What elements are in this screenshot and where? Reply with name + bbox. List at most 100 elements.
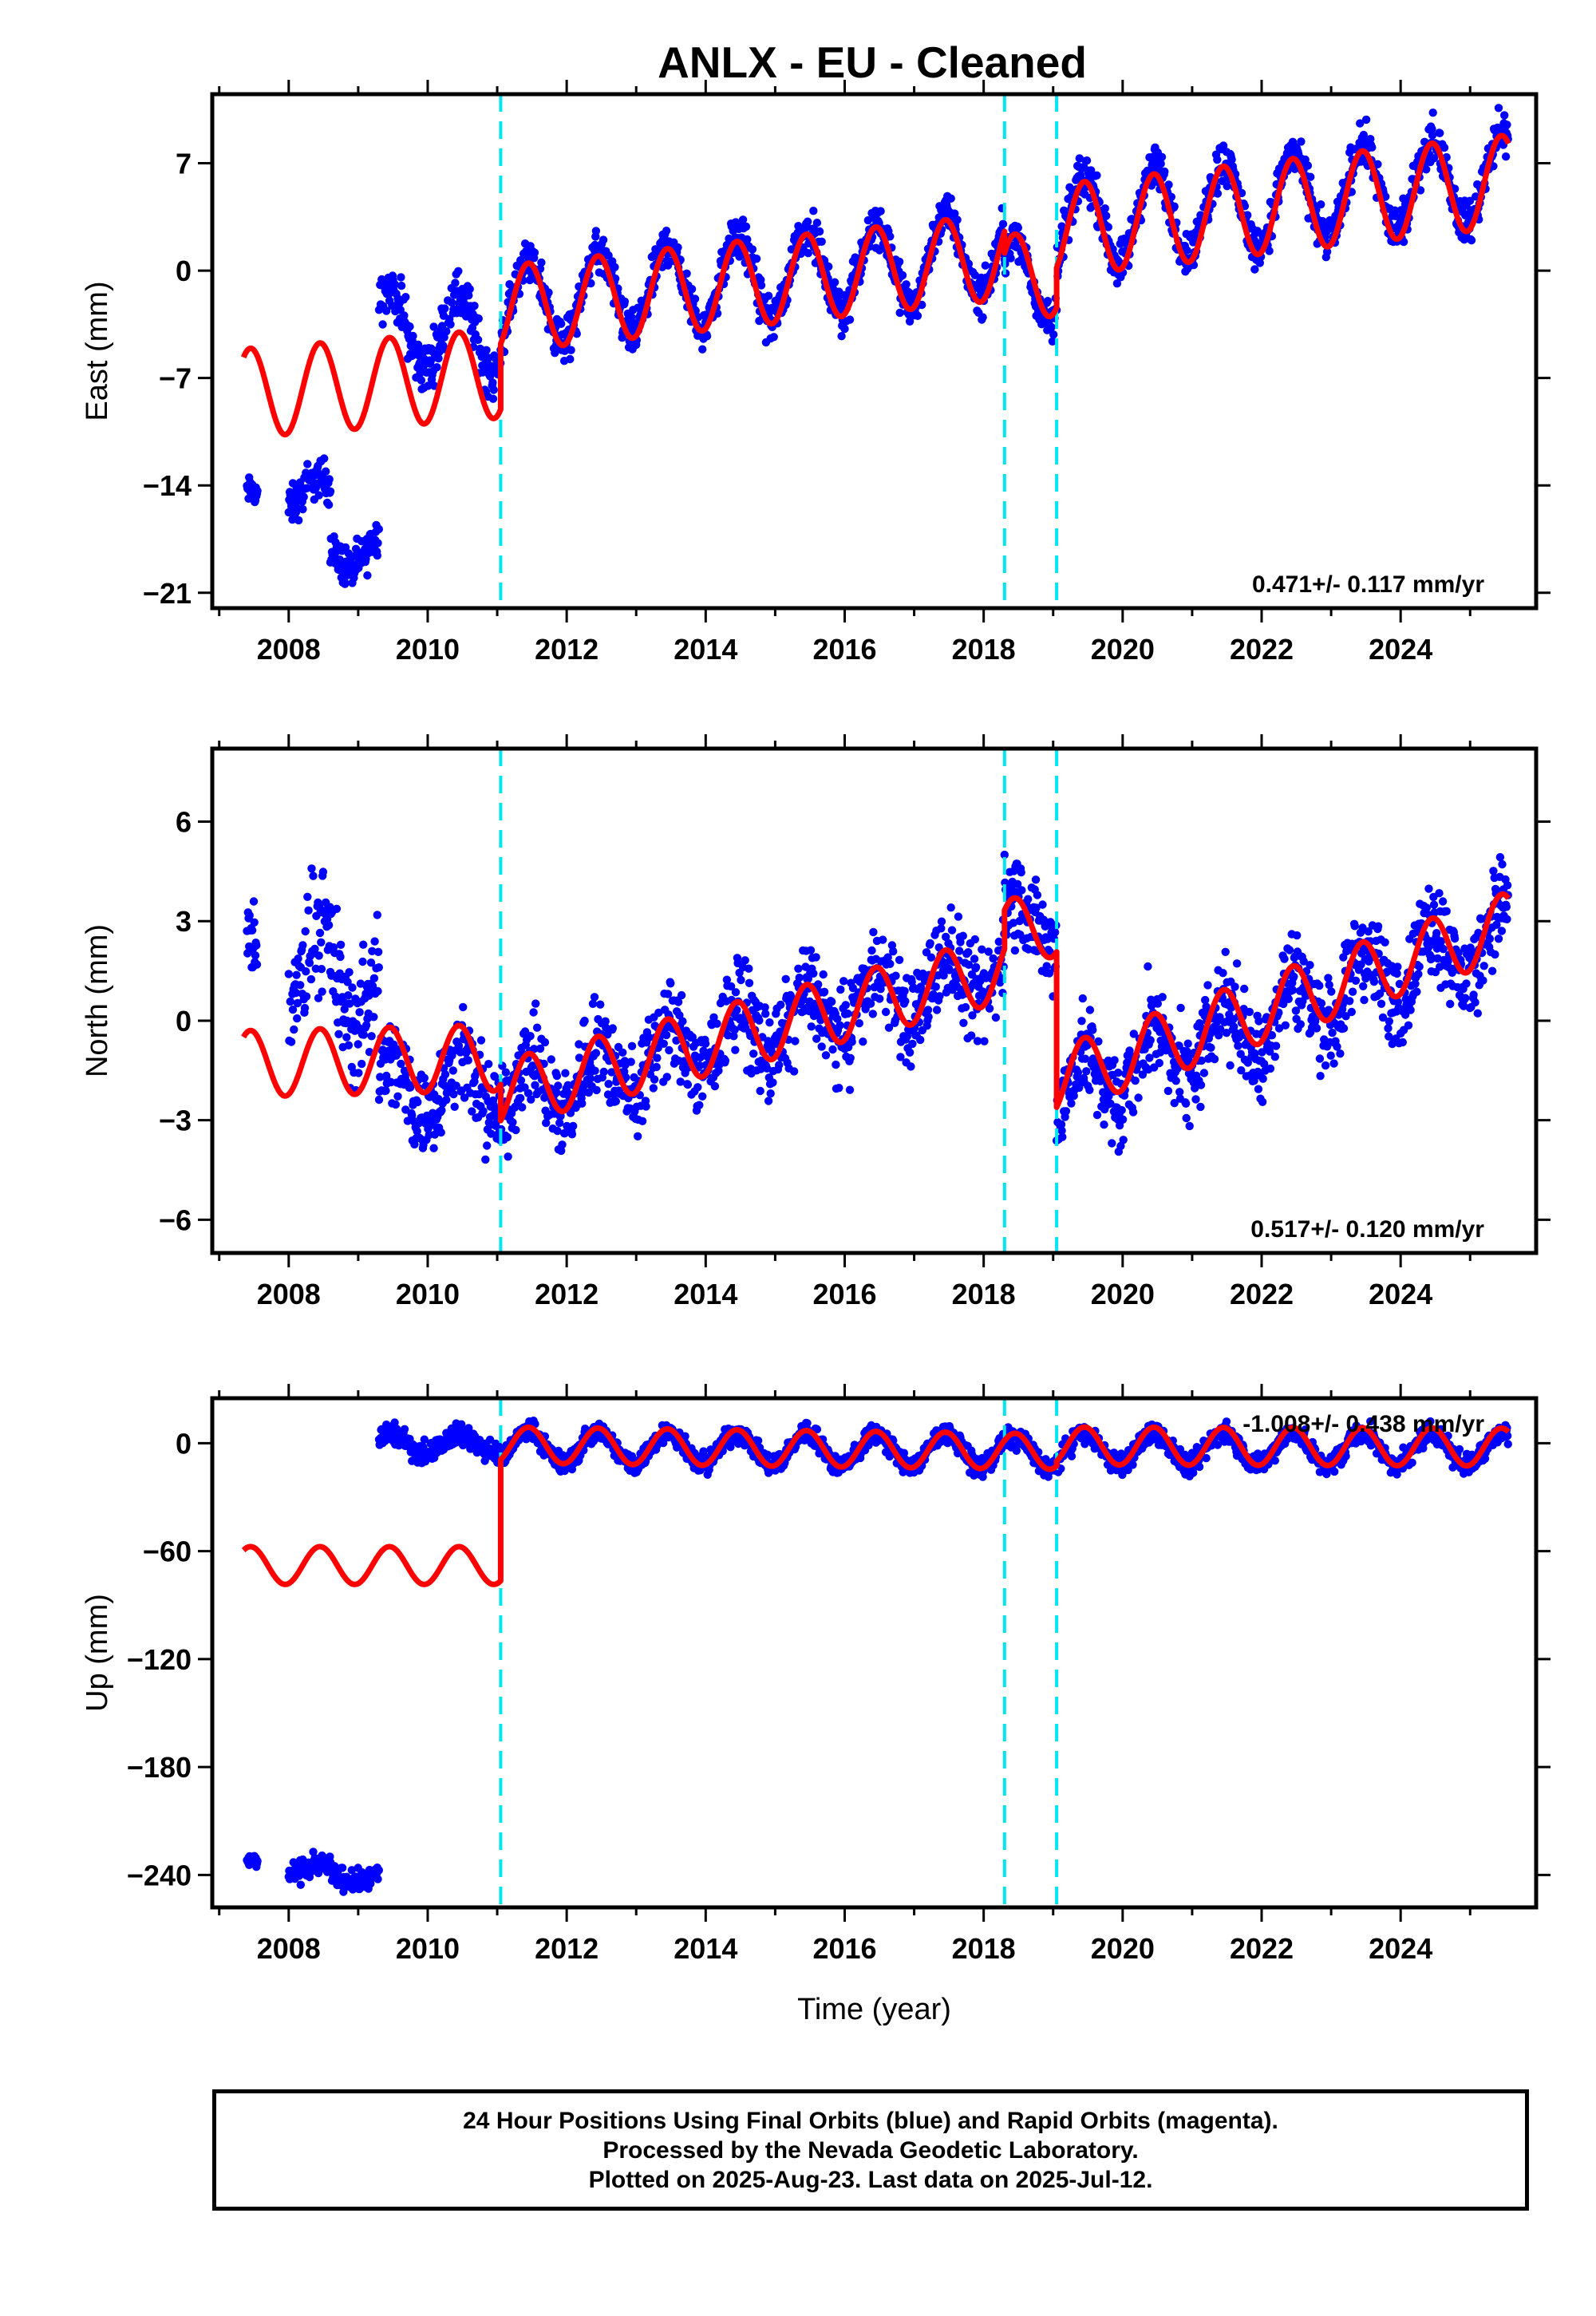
data-point xyxy=(1231,982,1239,991)
data-point xyxy=(1377,999,1386,1009)
data-point xyxy=(817,237,826,246)
data-point xyxy=(442,327,451,336)
data-point xyxy=(627,1041,637,1051)
data-point xyxy=(450,1102,459,1112)
data-point xyxy=(420,1073,429,1083)
data-point xyxy=(1345,997,1354,1006)
data-point xyxy=(286,997,294,1006)
data-point xyxy=(336,940,346,950)
data-point xyxy=(1047,322,1056,332)
data-point xyxy=(334,1030,343,1039)
data-point xyxy=(1432,929,1441,938)
data-point xyxy=(1128,1108,1138,1117)
data-point xyxy=(638,1117,647,1126)
data-point xyxy=(417,376,426,385)
data-point xyxy=(1049,330,1058,339)
data-point xyxy=(1110,1056,1119,1065)
data-point xyxy=(344,991,353,1000)
rate-label: 0.517+/- 0.120 mm/yr xyxy=(1250,1216,1484,1243)
data-point xyxy=(970,935,980,944)
data-point xyxy=(1348,987,1357,996)
data-point xyxy=(437,1128,445,1137)
data-point xyxy=(608,1024,617,1033)
data-point xyxy=(1347,1007,1357,1017)
data-point xyxy=(961,1002,970,1012)
data-point xyxy=(1329,1059,1338,1068)
data-point xyxy=(1436,128,1444,137)
data-point xyxy=(591,1066,599,1075)
data-point xyxy=(913,311,922,320)
data-point xyxy=(317,965,326,974)
data-point xyxy=(451,279,460,287)
data-point xyxy=(683,1080,693,1089)
data-point xyxy=(1503,881,1512,890)
data-point xyxy=(338,1863,347,1872)
data-point xyxy=(397,281,406,290)
data-point xyxy=(1435,889,1444,898)
time-series-charts: 2008 2010 2012 2014 2016 2018 2020 2022 202470−7… xyxy=(81,80,1551,2026)
data-point xyxy=(1118,1115,1128,1124)
x-tick-label: 2018 xyxy=(952,1278,1016,1310)
data-point xyxy=(1006,254,1015,263)
data-point xyxy=(1250,265,1259,274)
y-tick-label: −7 xyxy=(159,362,192,395)
data-point xyxy=(984,947,994,956)
data-point xyxy=(755,1016,764,1025)
data-point xyxy=(324,500,334,509)
data-point xyxy=(578,1099,587,1108)
data-point xyxy=(835,1084,843,1093)
data-point xyxy=(806,946,816,954)
data-point xyxy=(839,977,848,986)
data-point xyxy=(489,385,498,394)
data-point xyxy=(1450,934,1460,943)
y-axis-label: East (mm) xyxy=(81,281,114,421)
data-point xyxy=(501,1068,511,1077)
data-point xyxy=(1221,947,1230,957)
data-point xyxy=(620,297,630,306)
data-point xyxy=(1288,986,1298,994)
data-point xyxy=(591,1049,601,1057)
data-point xyxy=(1158,993,1167,1002)
data-point xyxy=(473,335,483,344)
data-point xyxy=(1324,974,1333,982)
data-point xyxy=(776,1000,785,1010)
data-point xyxy=(252,960,262,969)
data-point xyxy=(1351,976,1361,986)
data-point xyxy=(876,207,885,215)
data-point xyxy=(649,1084,658,1093)
data-point xyxy=(902,280,911,289)
data-point xyxy=(1428,109,1437,117)
data-point xyxy=(907,1062,915,1071)
data-point xyxy=(847,1037,856,1046)
data-point xyxy=(650,1075,659,1084)
x-tick-label: 2024 xyxy=(1369,1278,1432,1310)
data-point xyxy=(505,280,514,289)
data-point xyxy=(1297,137,1306,146)
data-point xyxy=(687,285,697,294)
data-point xyxy=(1271,1041,1281,1050)
data-point xyxy=(1469,990,1478,999)
data-point xyxy=(1196,1102,1205,1112)
data-point xyxy=(1497,927,1507,935)
data-point xyxy=(901,997,910,1006)
data-point xyxy=(342,1033,351,1041)
data-point xyxy=(701,1039,710,1048)
model-curve xyxy=(241,891,1511,1124)
data-point xyxy=(355,1008,364,1017)
data-point xyxy=(1085,1006,1095,1014)
data-point xyxy=(1114,1069,1123,1077)
data-point xyxy=(464,1056,472,1065)
data-point xyxy=(449,1089,458,1099)
data-point xyxy=(322,467,330,476)
data-point xyxy=(828,998,836,1006)
data-point xyxy=(868,1010,878,1018)
data-point xyxy=(804,249,812,258)
data-point xyxy=(1422,903,1432,912)
data-point xyxy=(1067,1099,1076,1108)
x-tick-label: 2020 xyxy=(1091,1278,1155,1310)
data-point xyxy=(325,475,334,484)
data-point xyxy=(1306,172,1315,181)
data-point xyxy=(336,952,345,962)
data-point xyxy=(298,504,307,514)
data-point xyxy=(294,516,303,525)
